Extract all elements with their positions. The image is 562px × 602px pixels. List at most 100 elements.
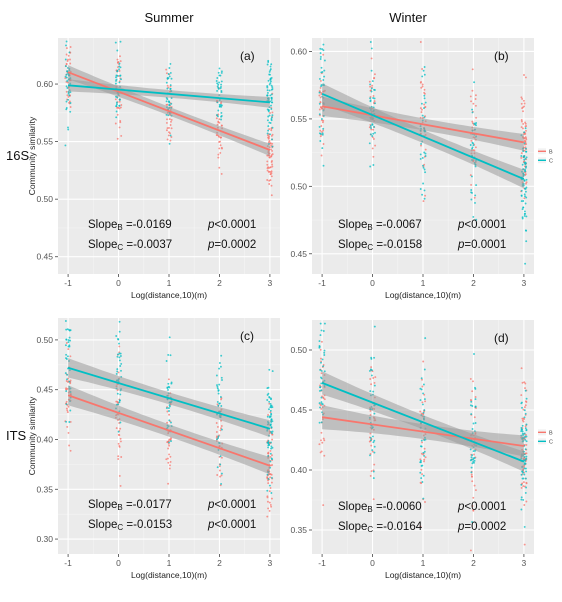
data-point-B <box>319 129 322 132</box>
data-point-C <box>268 114 271 117</box>
data-point-C <box>268 83 271 86</box>
data-point-B <box>320 439 322 442</box>
data-point-C <box>370 374 373 377</box>
data-point-C <box>217 389 220 392</box>
data-point-B <box>322 397 325 400</box>
data-point-B <box>220 456 223 459</box>
data-point-C <box>220 91 223 94</box>
data-point-B <box>420 111 423 114</box>
data-point-C <box>318 421 321 424</box>
data-point-C <box>319 52 322 55</box>
data-point-C <box>370 356 373 359</box>
data-point-C <box>373 356 376 359</box>
data-point-C <box>520 189 523 192</box>
data-point-C <box>167 407 170 410</box>
data-point-C <box>471 462 474 465</box>
data-point-C <box>266 393 269 396</box>
data-point-C <box>322 164 325 167</box>
data-point-B <box>524 125 527 128</box>
data-point-B <box>114 98 117 101</box>
data-point-B <box>166 138 169 141</box>
data-point-B <box>420 452 423 455</box>
data-point-B <box>422 453 425 456</box>
data-point-C <box>323 69 326 72</box>
data-point-B <box>118 69 121 72</box>
data-point-B <box>421 401 424 404</box>
data-point-C <box>168 419 171 422</box>
data-point-C <box>271 370 274 373</box>
data-point-C <box>520 483 523 486</box>
data-point-B <box>424 105 427 108</box>
data-point-C <box>524 467 527 470</box>
data-point-B <box>269 112 271 114</box>
data-point-C <box>523 416 526 419</box>
data-point-C <box>471 454 474 457</box>
data-point-B <box>521 97 524 100</box>
data-point-B <box>219 475 222 478</box>
data-point-C <box>373 384 376 387</box>
data-point-B <box>167 442 170 445</box>
data-point-B <box>524 433 527 436</box>
data-point-C <box>65 353 68 356</box>
y-axis-label: Community similarity <box>27 396 37 475</box>
data-point-C <box>168 142 171 145</box>
data-point-C <box>267 79 270 82</box>
p-value-annotation-B: p<0.0001 <box>207 499 256 511</box>
data-point-C <box>220 428 223 431</box>
data-point-C <box>423 66 426 68</box>
data-point-C <box>321 358 324 361</box>
data-point-C <box>323 354 326 356</box>
data-point-C <box>520 498 523 501</box>
data-point-B <box>323 439 326 442</box>
data-point-B <box>373 73 376 76</box>
data-point-B <box>269 487 272 489</box>
data-point-C <box>524 438 527 441</box>
data-point-C <box>319 334 322 337</box>
data-point-B <box>270 144 273 147</box>
data-point-C <box>419 461 422 464</box>
x-tick-label: 1 <box>167 558 172 568</box>
data-point-C <box>422 69 425 72</box>
data-point-B <box>67 348 70 351</box>
data-point-C <box>472 422 475 425</box>
data-point-B <box>368 80 371 83</box>
data-point-C <box>320 389 323 392</box>
data-point-B <box>266 515 269 518</box>
data-point-B <box>218 166 221 169</box>
data-point-C <box>523 142 526 145</box>
data-point-B <box>266 160 269 163</box>
data-point-C <box>470 456 473 459</box>
data-point-C <box>475 122 478 124</box>
data-point-C <box>268 484 271 487</box>
data-point-C <box>215 80 218 82</box>
row-title-16s: 16S <box>6 148 29 163</box>
slope-annotation-B: SlopeB =-0.0067 <box>338 219 422 232</box>
data-point-B <box>520 367 523 370</box>
x-axis-label: Log(distance,10)(m) <box>385 570 461 580</box>
data-point-B <box>372 138 375 140</box>
data-point-C <box>521 430 524 433</box>
data-point-C <box>371 135 374 137</box>
data-point-C <box>119 352 122 355</box>
p-value-annotation-C: p=0.0002 <box>207 239 256 251</box>
data-point-B <box>215 431 218 433</box>
data-point-B <box>319 348 322 351</box>
data-point-B <box>119 440 122 443</box>
data-point-B <box>422 360 425 363</box>
data-point-B <box>471 480 474 483</box>
data-point-C <box>169 134 172 137</box>
x-tick-label: 0 <box>370 558 375 568</box>
data-point-C <box>420 439 423 442</box>
data-point-C <box>270 397 272 400</box>
data-point-C <box>267 440 270 443</box>
x-tick-label: 3 <box>268 278 273 288</box>
data-point-C <box>320 401 323 404</box>
data-point-B <box>117 442 120 445</box>
data-point-C <box>166 98 169 101</box>
data-point-C <box>165 407 168 410</box>
p-value-annotation-B: p<0.0001 <box>457 219 506 231</box>
y-tick-label: 0.40 <box>36 434 53 444</box>
data-point-C <box>269 94 272 97</box>
data-point-B <box>219 151 222 154</box>
data-point-C <box>371 449 374 452</box>
